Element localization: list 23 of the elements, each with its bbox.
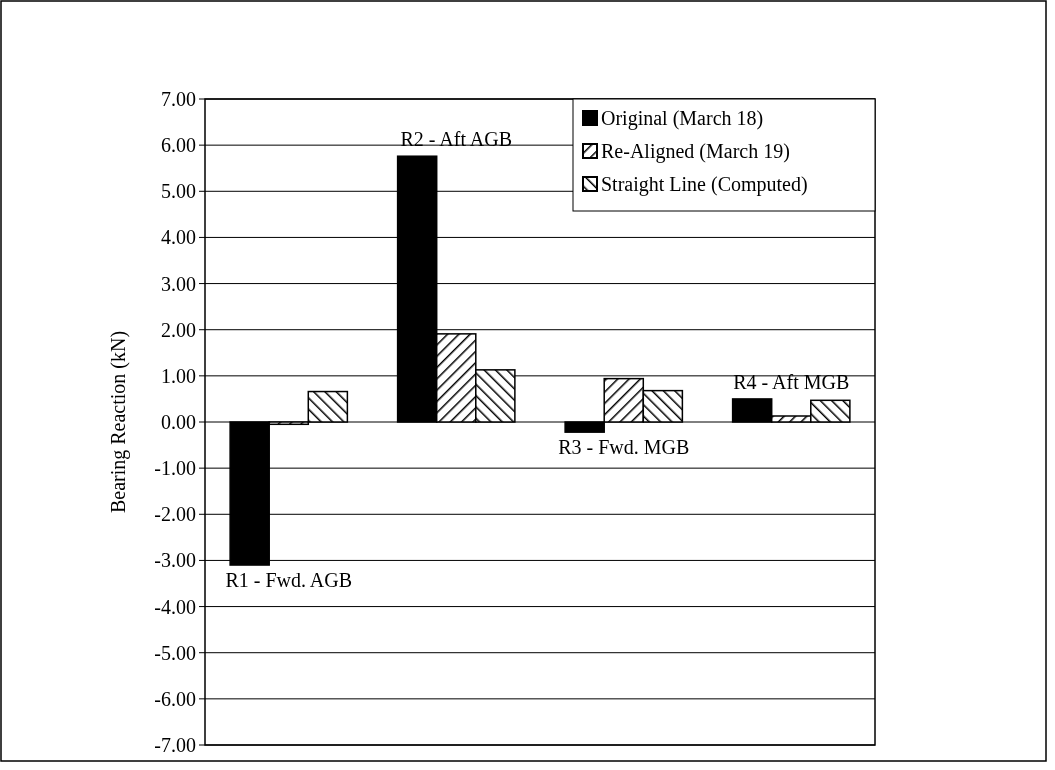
y-tick-label: -7.00 [154,734,196,756]
y-tick-label: 6.00 [161,134,196,157]
y-tick-label: -6.00 [154,687,196,710]
x-tick-label: R1 - Fwd. AGB [225,569,353,592]
y-tick-label: 4.00 [161,226,196,249]
y-tick-label: 2.00 [161,318,196,341]
y-tick-label: -3.00 [154,549,196,572]
x-tick-label: R2 - Aft AGB [400,128,513,151]
y-tick-label: -4.00 [154,595,196,618]
x-tick-label: R4 - Aft MGB [733,370,850,393]
legend-label: Re-Aligned (March 19) [601,140,790,163]
legend-label: Straight Line (Computed) [601,173,808,196]
y-tick-label: -5.00 [154,641,196,664]
y-tick-label: 5.00 [161,180,196,203]
y-axis-title: Bearing Reaction (kN) [107,330,130,514]
y-tick-label: 3.00 [161,272,196,295]
legend-label: Original (March 18) [601,107,764,130]
y-tick-label: 1.00 [161,364,196,387]
y-tick-label: -2.00 [154,503,196,526]
x-tick-label: R3 - Fwd. MGB [558,436,690,459]
y-tick-label: 0.00 [161,411,196,433]
y-tick-label: -1.00 [154,457,196,480]
y-tick-label: 7.00 [161,88,196,110]
